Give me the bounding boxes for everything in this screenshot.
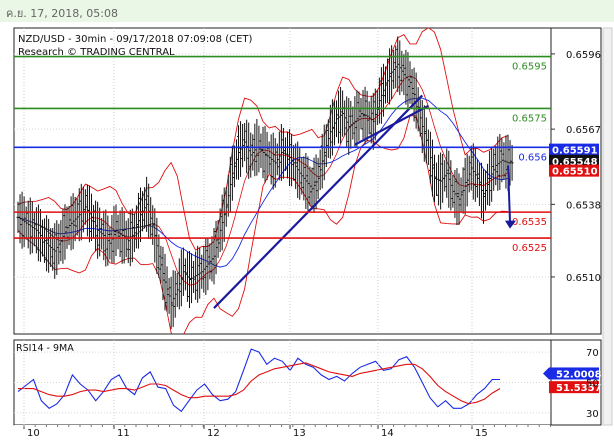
price-badge (549, 164, 599, 177)
level-label: 0.6575 (512, 113, 547, 124)
rsi-ma-line (18, 362, 501, 405)
chart-subtitle: Research © TRADING CENTRAL (18, 47, 175, 58)
bollinger-upper (17, 28, 509, 251)
rsi-badge (549, 367, 599, 380)
price-axis (550, 27, 602, 335)
price-badge-label: 0.65548 (552, 157, 598, 168)
rsi-line (17, 348, 500, 413)
rsi-tick-label: 70 (586, 348, 599, 359)
y-tick-label: 0.6567 (566, 125, 601, 136)
rsi-badge-label: 52.0008 (556, 369, 602, 380)
timestamp: ค.ย. 17, 2018, 05:08 (6, 7, 118, 20)
x-tick-label: 10 (27, 428, 40, 439)
rsi-tick-label: 50 (586, 379, 599, 390)
rsi-badge-label: 51.5357 (556, 383, 602, 394)
rsi-title: RSI14 - 9MA (16, 343, 74, 354)
x-tick-label: 12 (207, 428, 220, 439)
y-tick-label: 0.6510 (566, 273, 601, 284)
y-tick-label: 0.6596 (566, 50, 601, 61)
price-badge-label: 0.65591 (552, 146, 598, 157)
price-badge (549, 143, 599, 156)
rsi-badge-pointer (543, 367, 549, 380)
chart-title: NZD/USD - 30min - 09/17/2018 07:09:08 (C… (18, 34, 252, 45)
level-label: 0.6535 (512, 217, 547, 228)
main-pane (13, 27, 552, 335)
scrollbar-track[interactable] (602, 27, 613, 426)
level-label: 0.656 (518, 152, 547, 163)
x-tick-label: 14 (381, 428, 394, 439)
time-axis (14, 425, 551, 439)
y-tick-label: 0.6538 (566, 200, 601, 211)
level-label: 0.6525 (512, 243, 547, 254)
trendline (213, 94, 424, 309)
x-tick-label: 15 (475, 428, 488, 439)
price-badge-label: 0.65510 (552, 167, 598, 178)
level-label: 0.6595 (512, 62, 547, 73)
rsi-tick-label: 30 (586, 409, 599, 420)
price-badge (549, 154, 599, 167)
forecast-arrow-head (505, 220, 516, 229)
rsi-badge (549, 381, 599, 394)
forecast-arrow-shaft (507, 165, 511, 222)
x-tick-label: 13 (293, 428, 306, 439)
trendline (354, 104, 429, 146)
timestamp-bar: ค.ย. 17, 2018, 05:08 (0, 0, 614, 22)
x-tick-label: 11 (117, 428, 130, 439)
